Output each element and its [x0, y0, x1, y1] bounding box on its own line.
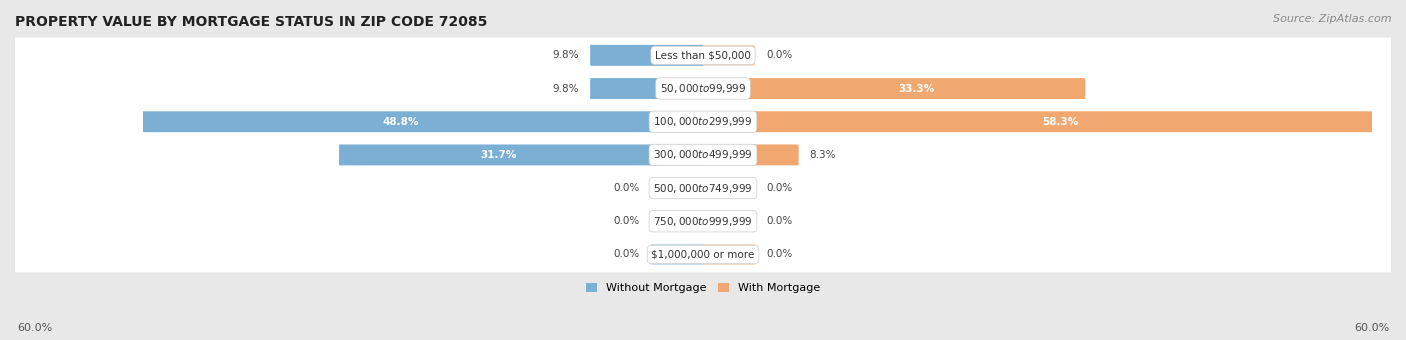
Text: PROPERTY VALUE BY MORTGAGE STATUS IN ZIP CODE 72085: PROPERTY VALUE BY MORTGAGE STATUS IN ZIP… [15, 15, 488, 29]
Text: 60.0%: 60.0% [1354, 323, 1389, 333]
FancyBboxPatch shape [651, 244, 703, 265]
Text: $100,000 to $299,999: $100,000 to $299,999 [654, 115, 752, 128]
Text: $500,000 to $749,999: $500,000 to $749,999 [654, 182, 752, 194]
Text: $750,000 to $999,999: $750,000 to $999,999 [654, 215, 752, 228]
Text: 9.8%: 9.8% [553, 84, 579, 94]
Text: 60.0%: 60.0% [17, 323, 52, 333]
FancyBboxPatch shape [591, 45, 703, 66]
FancyBboxPatch shape [3, 104, 1403, 140]
Text: 9.8%: 9.8% [553, 50, 579, 61]
Text: 0.0%: 0.0% [766, 216, 793, 226]
Text: 48.8%: 48.8% [382, 117, 419, 127]
Text: 33.3%: 33.3% [898, 84, 935, 94]
FancyBboxPatch shape [339, 144, 703, 165]
Legend: Without Mortgage, With Mortgage: Without Mortgage, With Mortgage [582, 279, 824, 298]
FancyBboxPatch shape [703, 244, 755, 265]
Text: Source: ZipAtlas.com: Source: ZipAtlas.com [1274, 14, 1392, 23]
FancyBboxPatch shape [703, 111, 1372, 132]
FancyBboxPatch shape [703, 78, 1085, 99]
Text: $300,000 to $499,999: $300,000 to $499,999 [654, 149, 752, 162]
FancyBboxPatch shape [703, 177, 755, 199]
FancyBboxPatch shape [703, 144, 799, 165]
FancyBboxPatch shape [3, 37, 1403, 73]
FancyBboxPatch shape [703, 45, 755, 66]
Text: 58.3%: 58.3% [1042, 117, 1078, 127]
FancyBboxPatch shape [3, 170, 1403, 206]
FancyBboxPatch shape [651, 211, 703, 232]
Text: 0.0%: 0.0% [766, 50, 793, 61]
FancyBboxPatch shape [143, 111, 703, 132]
FancyBboxPatch shape [3, 71, 1403, 106]
Text: $50,000 to $99,999: $50,000 to $99,999 [659, 82, 747, 95]
FancyBboxPatch shape [3, 237, 1403, 272]
FancyBboxPatch shape [3, 203, 1403, 239]
Text: Less than $50,000: Less than $50,000 [655, 50, 751, 61]
Text: 8.3%: 8.3% [810, 150, 837, 160]
Text: 0.0%: 0.0% [766, 250, 793, 259]
Text: 0.0%: 0.0% [766, 183, 793, 193]
FancyBboxPatch shape [703, 211, 755, 232]
Text: 0.0%: 0.0% [613, 216, 640, 226]
Text: $1,000,000 or more: $1,000,000 or more [651, 250, 755, 259]
Text: 0.0%: 0.0% [613, 183, 640, 193]
FancyBboxPatch shape [651, 177, 703, 199]
FancyBboxPatch shape [591, 78, 703, 99]
Text: 31.7%: 31.7% [479, 150, 516, 160]
FancyBboxPatch shape [3, 137, 1403, 173]
Text: 0.0%: 0.0% [613, 250, 640, 259]
